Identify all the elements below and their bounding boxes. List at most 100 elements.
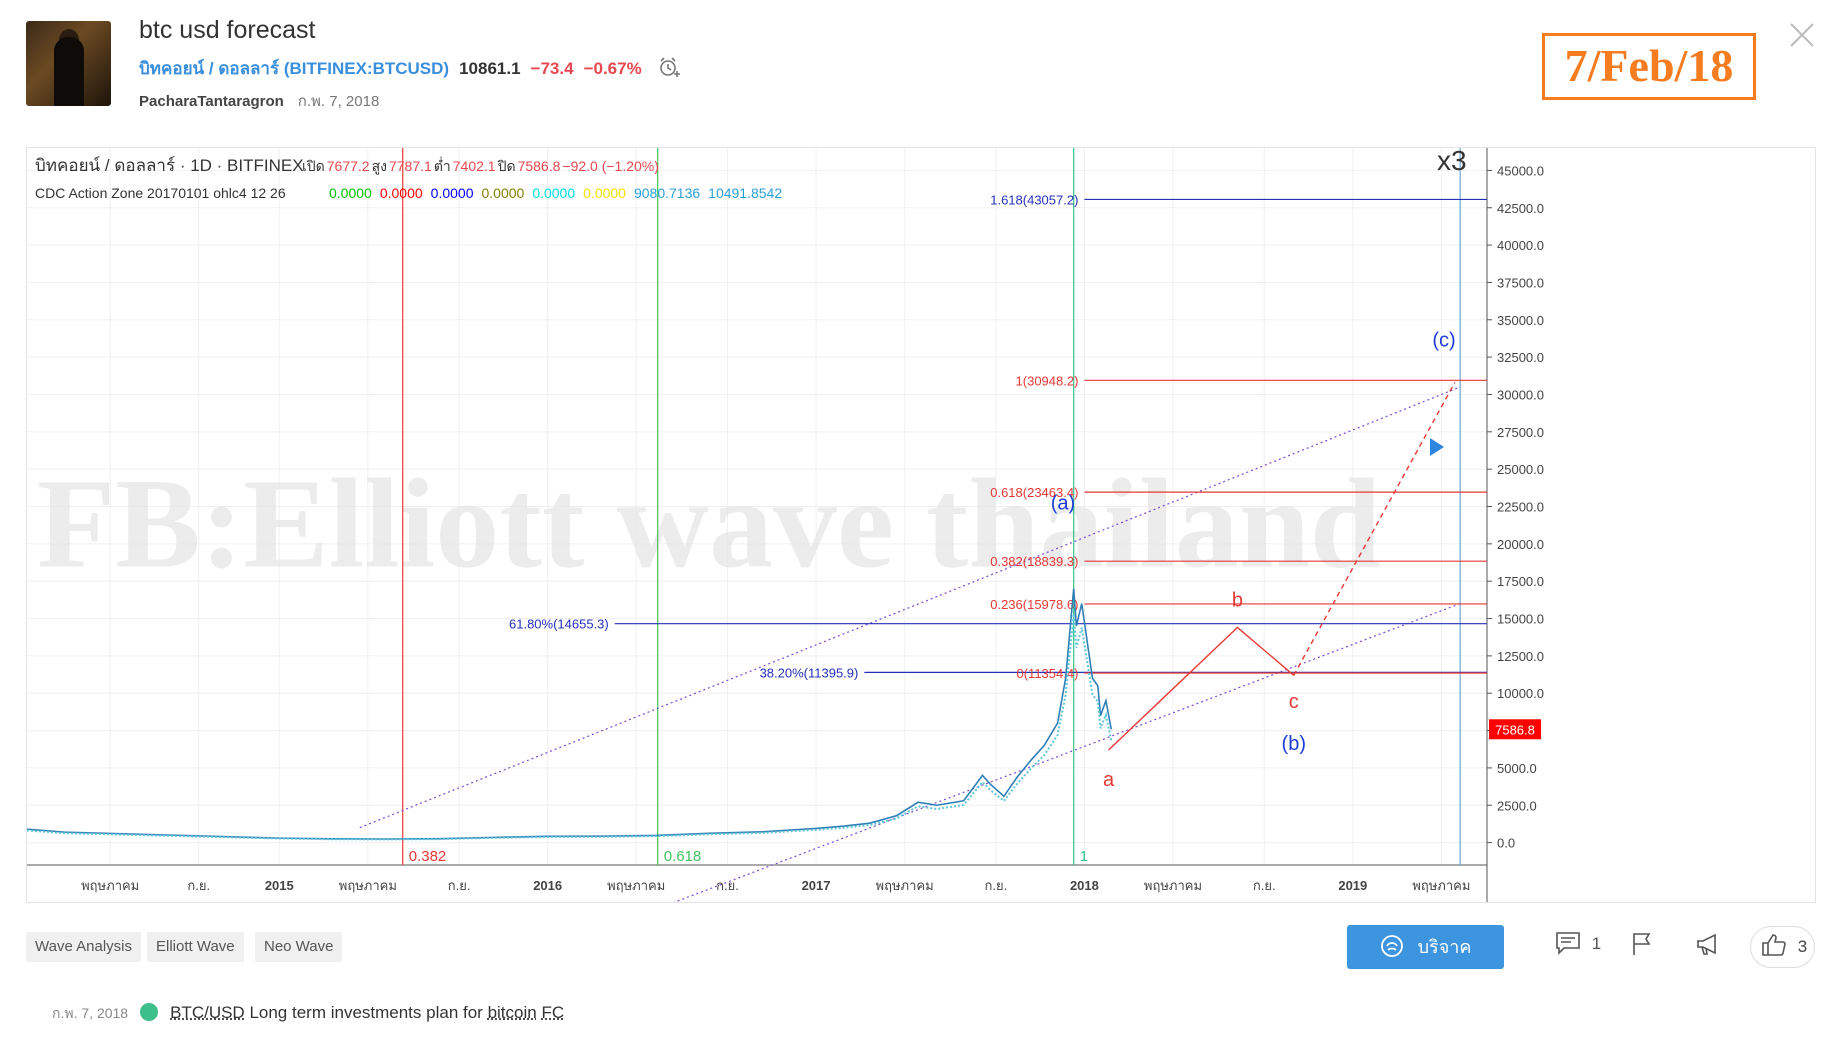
vertical-line-label: 1 (1080, 848, 1088, 865)
tag-elliott-wave[interactable]: Elliott Wave (147, 932, 244, 962)
wave-label: a (1103, 769, 1115, 791)
y-tick-label: 32500.0 (1497, 350, 1544, 365)
tag-wave-analysis[interactable]: Wave Analysis (26, 932, 141, 962)
indicator-value: 9080.7136 (634, 185, 700, 201)
symbol-link[interactable]: บิทคอยน์ / ดอลลาร์ (BITFINEX:BTCUSD) (139, 59, 449, 78)
x-tick-label: ก.ย. (187, 878, 210, 893)
y-tick-label: 25000.0 (1497, 462, 1544, 477)
ohlc-value: ต่ำ (434, 157, 451, 174)
x-tick-label: 2016 (533, 878, 562, 893)
price-change-percent: −0.67% (583, 59, 642, 78)
last-price-tag (1489, 719, 1541, 740)
author-name[interactable]: PacharaTantaragron (139, 93, 284, 110)
play-icon (1430, 438, 1444, 456)
author-avatar[interactable] (26, 21, 111, 106)
vertical-line-label: 0.382 (409, 848, 447, 865)
indicator-value: 0.0000 (481, 185, 524, 201)
symbol-name: บิทคอยน์ / ดอลลาร์ (139, 59, 280, 78)
flag-icon[interactable] (1630, 931, 1654, 963)
like-count: 3 (1797, 937, 1808, 956)
related-title[interactable]: BTC/USD Long term investments plan for b… (170, 1003, 564, 1022)
x-tick-label: 2018 (1070, 878, 1099, 893)
ohlc-value: 7787.1 (389, 158, 432, 174)
comments-button[interactable]: 1 (1555, 931, 1601, 963)
x-tick-label: ก.ย. (1253, 878, 1276, 893)
wave-label: (c) (1432, 330, 1455, 352)
wave-label: (b) (1282, 733, 1306, 755)
indicator-value: 0.0000 (583, 185, 626, 201)
x-tick-label: พฤษภาคม (339, 878, 397, 893)
y-tick-label: 15000.0 (1497, 612, 1544, 627)
indicator-value: 10491.8542 (708, 185, 782, 201)
ohlc-value: 7402.1 (453, 158, 496, 174)
close-icon[interactable] (1787, 20, 1817, 50)
alarm-clock-icon[interactable] (658, 56, 682, 83)
indicator-value: 0.0000 (329, 185, 372, 201)
fib-label-blue: 1.618(43057.2) (990, 192, 1078, 207)
chart-panel[interactable]: FB:Elliott wave thailand 45000.0 42500.0 40… (26, 147, 1816, 903)
donate-button[interactable]: บริจาค (1347, 925, 1504, 969)
wave-label: b (1232, 590, 1243, 612)
y-tick-label: 45000.0 (1497, 163, 1544, 178)
related-link-bitcoin[interactable]: bitcoin (487, 1003, 537, 1022)
fib-label-red: 0.382(18839.3) (990, 554, 1078, 569)
watermark: FB:Elliott wave thailand (37, 452, 1381, 594)
ohlc-value: 7586.8 (518, 158, 561, 174)
avatar-figure-body (54, 37, 84, 106)
y-tick-label: 10000.0 (1497, 686, 1544, 701)
related-link-fc[interactable]: FC (541, 1003, 565, 1022)
x-tick-label: พฤษภาคม (1144, 878, 1202, 893)
ohlc-value: −92.0 (−1.20%) (562, 158, 659, 174)
fib-label-blue: 61.80%(14655.3) (509, 617, 609, 632)
vertical-line-label: 0.618 (664, 848, 702, 865)
ohlc-value: 7677.2 (327, 158, 370, 174)
indicator-name: CDC Action Zone 20170101 ohlc4 12 26 (35, 185, 286, 201)
indicator-value: 0.0000 (532, 185, 575, 201)
y-tick-label: 2500.0 (1497, 798, 1537, 813)
chart-svg[interactable]: FB:Elliott wave thailand 45000.0 42500.0 40… (27, 148, 1815, 902)
x-tick-label: 2015 (265, 878, 294, 893)
x-tick-label: พฤษภาคม (1412, 878, 1470, 893)
indicator-value: 0.0000 (431, 185, 474, 201)
publish-date: ก.พ. 7, 2018 (297, 93, 380, 110)
related-date: ก.พ. 7, 2018 (52, 1005, 129, 1021)
indicator-value: 0.0000 (380, 185, 423, 201)
ohlc-value: สูง (372, 158, 387, 175)
y-tick-label: 40000.0 (1497, 238, 1544, 253)
ohlc-value: ปิด (497, 158, 515, 174)
donate-icon (1380, 930, 1404, 974)
x-tick-label: พฤษภาคม (607, 878, 665, 893)
ohlc-value: เปิด (302, 158, 325, 174)
multiplier-label: x3 (1437, 148, 1467, 176)
last-price-label: 7586.8 (1495, 722, 1535, 737)
y-tick-label: 37500.0 (1497, 275, 1544, 290)
fib-label-red: 0.236(15978.6) (990, 597, 1078, 612)
tag-neo-wave[interactable]: Neo Wave (255, 932, 343, 962)
wave-label: c (1289, 691, 1299, 713)
related-idea[interactable]: ก.พ. 7, 2018 BTC/USD Long term investment… (52, 1003, 564, 1025)
chart-title: บิทคอยน์ / ดอลลาร์ · 1D · BITFINEX (35, 156, 304, 175)
wave-label: (a) (1051, 492, 1075, 514)
megaphone-icon[interactable] (1695, 931, 1721, 963)
fib-label-red: 1(30948.2) (1016, 373, 1079, 388)
ema-line (27, 613, 1113, 841)
fib-label-red: 0.618(23463.4) (990, 485, 1078, 500)
donate-label: บริจาค (1417, 937, 1472, 957)
like-button[interactable]: 3 (1750, 926, 1815, 968)
x-tick-label: ก.ย. (716, 878, 739, 893)
related-pair[interactable]: BTC/USD (170, 1003, 245, 1022)
y-tick-label: 27500.0 (1497, 425, 1544, 440)
price-change: −73.4 (530, 59, 574, 78)
wave-path (1108, 626, 1295, 751)
related-text: Long term investments plan for (244, 1003, 488, 1022)
fib-label-red: 0(11354.4) (1017, 666, 1079, 681)
fib-label-blue: 38.20%(11395.9) (760, 665, 859, 680)
comment-count: 1 (1591, 934, 1602, 953)
y-tick-label: 35000.0 (1497, 313, 1544, 328)
x-tick-label: ก.ย. (448, 878, 471, 893)
y-tick-label: 42500.0 (1497, 201, 1544, 216)
y-tick-label: 12500.0 (1497, 649, 1544, 664)
y-tick-label: 17500.0 (1497, 574, 1544, 589)
symbol-code: (BITFINEX:BTCUSD) (283, 59, 450, 78)
x-tick-label: พฤษภาคม (876, 878, 934, 893)
